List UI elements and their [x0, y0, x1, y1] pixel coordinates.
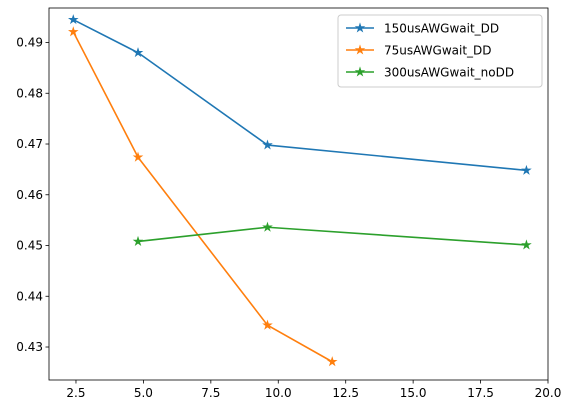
axes-frame: [48, 7, 549, 381]
data-point: [262, 319, 273, 330]
series-layer: [67, 14, 532, 367]
y-tick-label: 0.47: [16, 137, 43, 151]
y-tick-label: 0.44: [16, 289, 43, 303]
legend-marker: [354, 22, 366, 33]
x-tick-label: 15.0: [400, 386, 427, 400]
x-tick-label: 10.0: [265, 386, 292, 400]
data-point: [262, 221, 273, 232]
legend-item: 300usAWGwait_noDD: [346, 66, 514, 80]
data-point: [67, 14, 79, 25]
y-tick-label: 0.45: [16, 239, 43, 253]
data-point: [521, 239, 532, 250]
data-point: [132, 151, 144, 162]
legend: 150usAWGwait_DD 75usAWGwait_DD 300usAWGwai…: [337, 14, 543, 88]
x-tick-label: 12.5: [332, 386, 359, 400]
legend-label: 300usAWGwait_noDD: [384, 66, 514, 80]
y-tick-label: 0.49: [16, 36, 43, 50]
y-tick-label: 0.43: [16, 340, 43, 354]
x-tick-label: 17.5: [467, 386, 494, 400]
data-point: [521, 164, 532, 175]
data-point: [67, 26, 79, 37]
legend-marker: [354, 44, 366, 55]
y-tick-label: 0.46: [16, 188, 43, 202]
legend-label: 150usAWGwait_DD: [384, 22, 499, 36]
data-point: [326, 356, 338, 367]
y-axis: 0.43 0.44 0.45 0.46 0.47 0.48 0.49: [16, 36, 49, 354]
y-tick-label: 0.48: [16, 86, 43, 100]
series-2: [132, 221, 532, 250]
series-line: [72, 18, 528, 172]
series-line: [72, 30, 334, 363]
legend-item: 150usAWGwait_DD: [346, 22, 499, 36]
plot-area: [48, 7, 549, 381]
data-point: [132, 235, 144, 246]
series-0: [67, 14, 532, 175]
series-1: [67, 26, 338, 367]
x-tick-label: 5.0: [134, 386, 153, 400]
x-axis: 2.5 5.0 7.5 10.0 12.5 15.0 17.5 20.0: [66, 380, 561, 400]
legend-box: [337, 14, 543, 88]
data-point: [262, 139, 273, 150]
x-tick-label: 7.5: [201, 386, 220, 400]
legend-label: 75usAWGwait_DD: [384, 44, 492, 58]
legend-marker: [354, 66, 366, 77]
x-tick-label: 20.0: [535, 386, 562, 400]
x-tick-label: 2.5: [66, 386, 85, 400]
data-point: [132, 47, 144, 58]
legend-item: 75usAWGwait_DD: [346, 44, 492, 58]
